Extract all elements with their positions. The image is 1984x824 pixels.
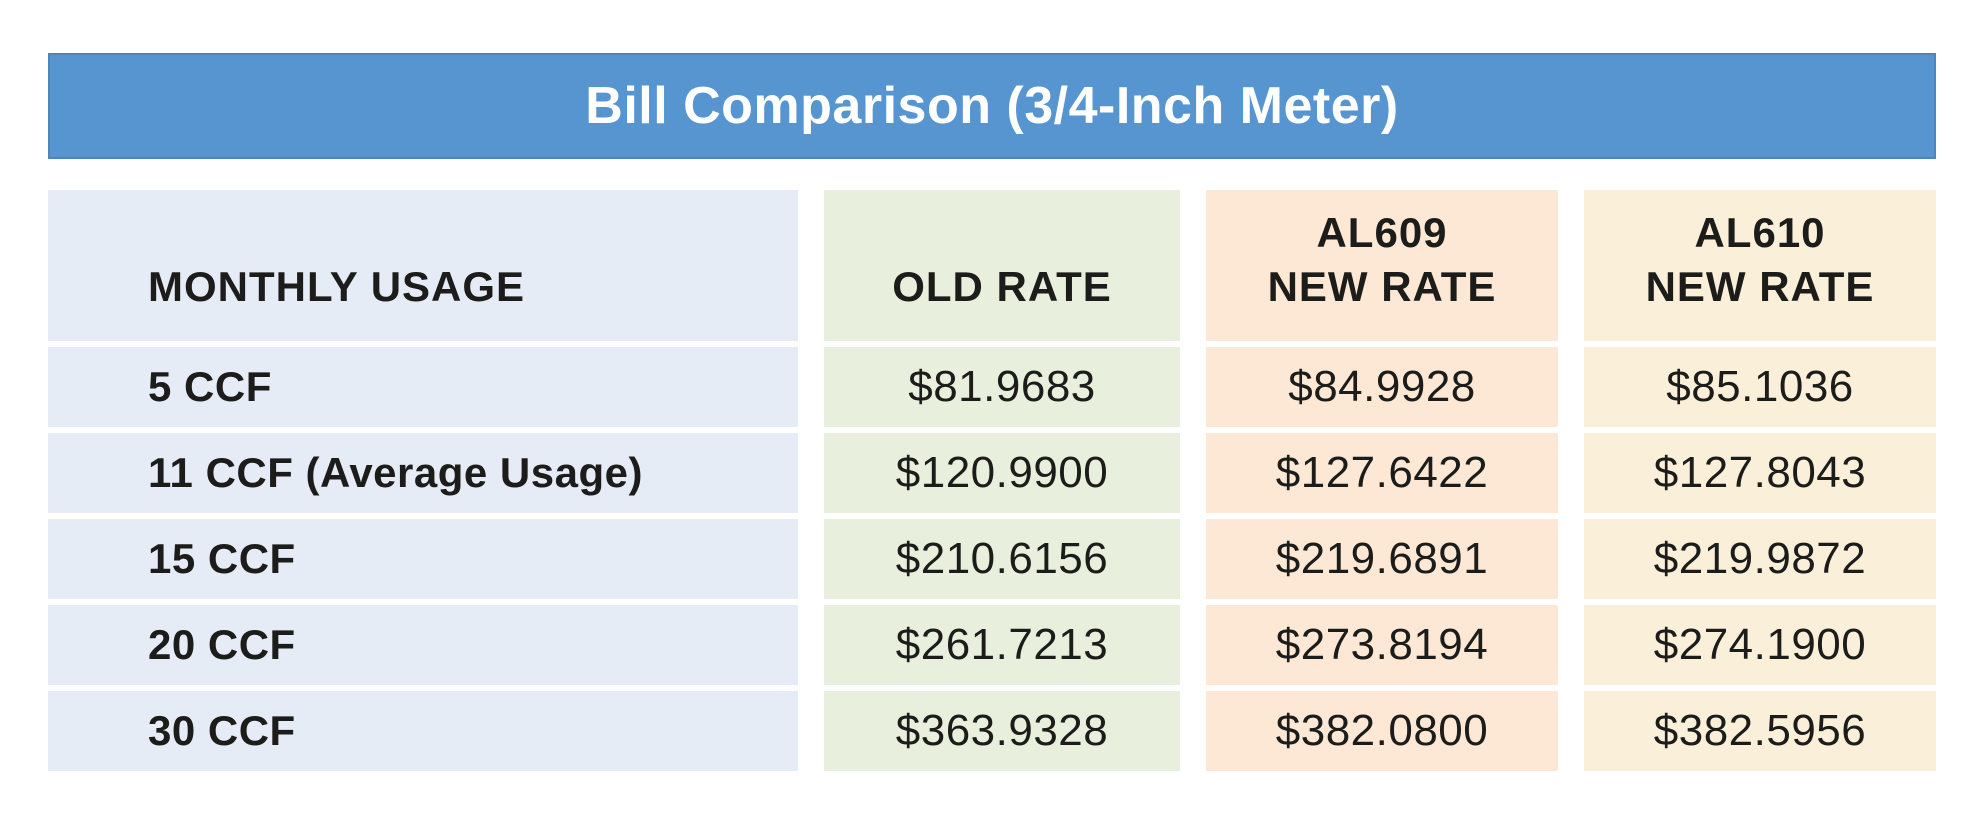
al609-rate-cell: $273.8194 <box>1206 605 1558 685</box>
header-al609-new-rate: AL609 NEW RATE <box>1206 190 1558 341</box>
usage-cell: 11 CCF (Average Usage) <box>48 433 798 513</box>
bill-comparison-table: MONTHLY USAGE OLD RATE AL609 NEW RATE AL… <box>48 190 1936 771</box>
al609-rate-cell: $382.0800 <box>1206 691 1558 771</box>
usage-cell: 5 CCF <box>48 347 798 427</box>
al609-rate-cell: $84.9928 <box>1206 347 1558 427</box>
usage-cell: 30 CCF <box>48 691 798 771</box>
al610-rate-cell: $219.9872 <box>1584 519 1936 599</box>
al610-rate-cell: $85.1036 <box>1584 347 1936 427</box>
usage-cell: 20 CCF <box>48 605 798 685</box>
old-rate-cell: $210.6156 <box>824 519 1180 599</box>
old-rate-cell: $81.9683 <box>824 347 1180 427</box>
old-rate-cell: $120.9900 <box>824 433 1180 513</box>
page-title: Bill Comparison (3/4-Inch Meter) <box>585 77 1399 135</box>
title-bar: Bill Comparison (3/4-Inch Meter) <box>48 53 1936 159</box>
usage-cell: 15 CCF <box>48 519 798 599</box>
header-al610-new-rate: AL610 NEW RATE <box>1584 190 1936 341</box>
al610-rate-cell: $274.1900 <box>1584 605 1936 685</box>
al610-rate-cell: $382.5956 <box>1584 691 1936 771</box>
old-rate-cell: $261.7213 <box>824 605 1180 685</box>
header-old-rate: OLD RATE <box>824 190 1180 341</box>
al609-rate-cell: $219.6891 <box>1206 519 1558 599</box>
old-rate-cell: $363.9328 <box>824 691 1180 771</box>
al609-rate-cell: $127.6422 <box>1206 433 1558 513</box>
al610-rate-cell: $127.8043 <box>1584 433 1936 513</box>
header-monthly-usage: MONTHLY USAGE <box>48 190 798 341</box>
